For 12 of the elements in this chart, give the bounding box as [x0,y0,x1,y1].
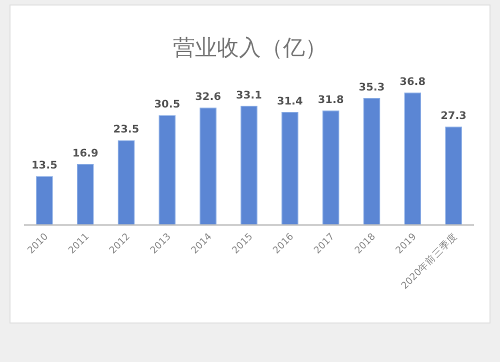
data-label: 36.8 [400,76,426,88]
data-label: 13.5 [31,160,58,172]
data-label: 32.6 [195,91,222,104]
data-label: 30.5 [154,98,180,111]
data-label: 33.1 [236,89,262,102]
title: 营业收入（亿） [173,36,327,61]
data-label: 16.9 [72,147,98,160]
data-label: 31.8 [318,94,344,106]
data-label: 35.3 [358,81,385,94]
data-label: 27.3 [440,110,467,122]
data-label: 31.4 [276,95,303,108]
data-label: 23.5 [113,124,140,136]
